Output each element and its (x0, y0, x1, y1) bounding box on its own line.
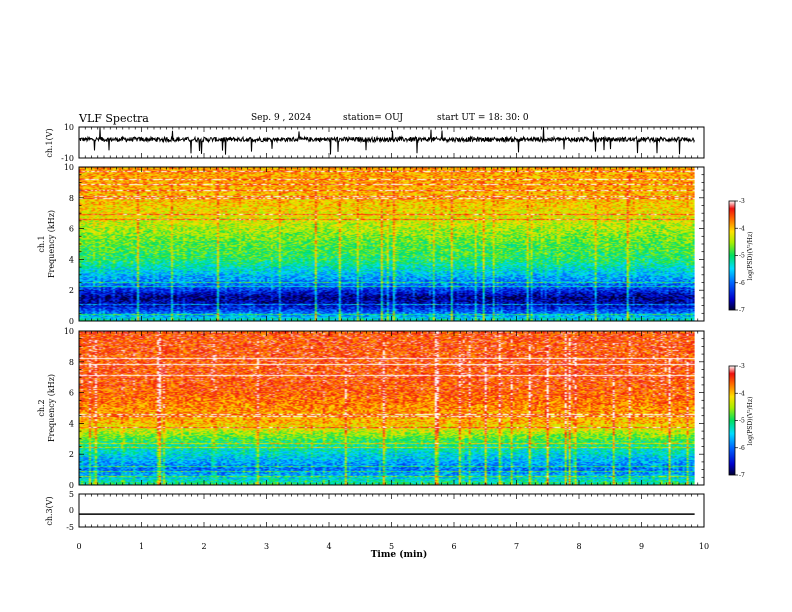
ch2-spectrogram-panel: ch.2 Frequency (kHz) 0 2 4 6 8 10 (37, 327, 705, 490)
freq-tick-label: 6 (69, 225, 74, 234)
time-tick-labels: 0 1 2 3 4 5 6 7 8 9 10 (76, 542, 709, 551)
ch1-spec-ylabel-freq: Frequency (kHz) (47, 210, 56, 278)
freq-tick-label: 8 (69, 194, 74, 203)
ch3-ylabel: ch.3(V) (45, 496, 54, 525)
ch3-waveform-panel: ch.3(V) 5 0 -5 (45, 490, 705, 532)
time-tick-label: 9 (639, 542, 644, 551)
freq-tick-label: 10 (64, 327, 74, 336)
ch1-colorbar-label: log(PSD)(V²/Hz) (747, 232, 754, 281)
start-time-label: start UT = 18: 30: 0 (437, 113, 529, 123)
date-label: Sep. 9 , 2024 (251, 113, 312, 123)
time-tick-label: 2 (201, 542, 206, 551)
freq-tick-label: 2 (69, 286, 74, 295)
time-tick-label: 10 (699, 542, 709, 551)
time-tick-label: 3 (264, 542, 269, 551)
freq-tick-label: 2 (69, 450, 74, 459)
ch2-colorbar-ticks: -3 -4 -5 -6 -7 (735, 363, 745, 479)
colorbar-tick-label: -4 (739, 390, 745, 397)
freq-tick-label: 0 (69, 317, 74, 326)
ch1-ytick-top: 10 (64, 123, 74, 132)
ch2-colorbar: -3 -4 -5 -6 -7 log(PSD)(V²/Hz) (728, 363, 754, 479)
time-tick-label: 8 (576, 542, 581, 551)
freq-tick-label: 4 (69, 419, 74, 428)
x-axis-label: Time (min) (371, 549, 428, 560)
ch1-spec-ylabel-channel: ch.1 (37, 235, 46, 252)
ch2-spectrogram-image (79, 331, 695, 485)
ch3-ytick-mid: 0 (69, 506, 74, 515)
colorbar-tick-label: -7 (739, 472, 745, 479)
ch2-colorbar-scale (728, 365, 736, 476)
ch2-spec-yticks: 0 2 4 6 8 10 (64, 327, 704, 490)
chart-title: VLF Spectra (79, 112, 149, 125)
freq-tick-label: 6 (69, 389, 74, 398)
ch1-ylabel: ch.1(V) (45, 128, 54, 157)
ch1-ytick-bottom: -10 (61, 154, 74, 163)
station-label: station= OUJ (343, 113, 404, 123)
colorbar-tick-label: -5 (739, 418, 745, 425)
ch2-spec-ylabel-freq: Frequency (kHz) (47, 374, 56, 442)
ch2-spec-ylabel-channel: ch.2 (37, 399, 46, 416)
time-tick-label: 0 (76, 542, 81, 551)
ch1-colorbar-ticks: -3 -4 -5 -6 -7 (735, 198, 745, 314)
ch1-colorbar-scale (728, 200, 736, 311)
time-tick-label: 5 (389, 542, 394, 551)
time-tick-label: 7 (514, 542, 519, 551)
colorbar-tick-label: -5 (739, 253, 745, 260)
colorbar-tick-label: -6 (739, 280, 745, 287)
ch1-spectrogram-panel: ch.1 Frequency (kHz) 0 2 4 6 8 10 (37, 163, 705, 326)
ch1-spec-yticks: 0 2 4 6 8 10 (64, 163, 704, 326)
colorbar-tick-label: -3 (739, 363, 745, 370)
colorbar-tick-label: -3 (739, 198, 745, 205)
freq-tick-label: 10 (64, 163, 74, 172)
ch1-colorbar: -3 -4 -5 -6 -7 log(PSD)(V²/Hz) (728, 198, 754, 314)
freq-tick-label: 8 (69, 358, 74, 367)
ch3-ytick-top: 5 (69, 490, 74, 499)
ch2-colorbar-label: log(PSD)(V²/Hz) (747, 397, 754, 446)
ch1-spectrogram-image (79, 167, 695, 321)
time-ticks (78, 127, 705, 527)
colorbar-tick-label: -6 (739, 445, 745, 452)
time-tick-label: 6 (451, 542, 456, 551)
time-tick-label: 1 (139, 542, 144, 551)
ch3-ytick-bottom: -5 (66, 523, 74, 532)
ch1-waveform-line (78, 127, 695, 155)
freq-tick-label: 0 (69, 481, 74, 490)
ch1-waveform-panel: ch.1(V) 10 -10 (45, 123, 705, 163)
colorbar-tick-label: -7 (739, 307, 745, 314)
colorbar-tick-label: -4 (739, 225, 745, 232)
freq-tick-label: 4 (69, 255, 74, 264)
time-tick-label: 4 (326, 542, 331, 551)
